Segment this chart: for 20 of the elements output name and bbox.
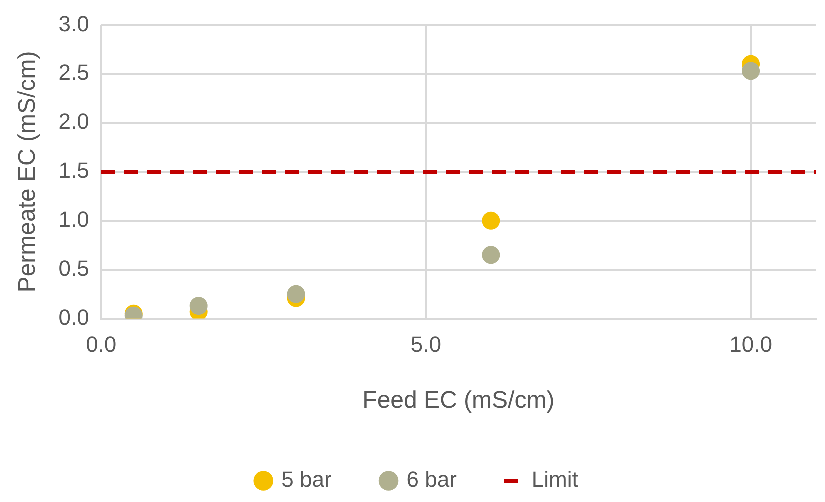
point [482,246,500,264]
legend-label: 5 bar [282,467,332,492]
point [482,212,500,230]
point [190,297,208,316]
y-tick-label: 1.5 [58,158,90,184]
legend-label: 6 bar [406,467,457,492]
x-tick-label: 0.0 [86,332,117,358]
legend-label: Limit [532,467,578,492]
y-tick-label: 3.0 [58,11,90,36]
point [742,62,760,80]
y-tick-label: 1.0 [58,206,90,232]
point [287,285,306,304]
y-tick-label: 2.5 [58,60,90,86]
y-tick-label: 0.0 [58,304,90,330]
x-axis-title: Feed EC (mS/cm) [362,387,555,414]
y-axis-title: Permeate EC (mS/cm) [14,51,42,293]
x-tick-label: 10.0 [730,332,772,358]
y-tick-label: 2.0 [58,109,90,134]
x-tick-label: 5.0 [410,332,442,358]
y-tick-label: 0.5 [58,256,90,281]
